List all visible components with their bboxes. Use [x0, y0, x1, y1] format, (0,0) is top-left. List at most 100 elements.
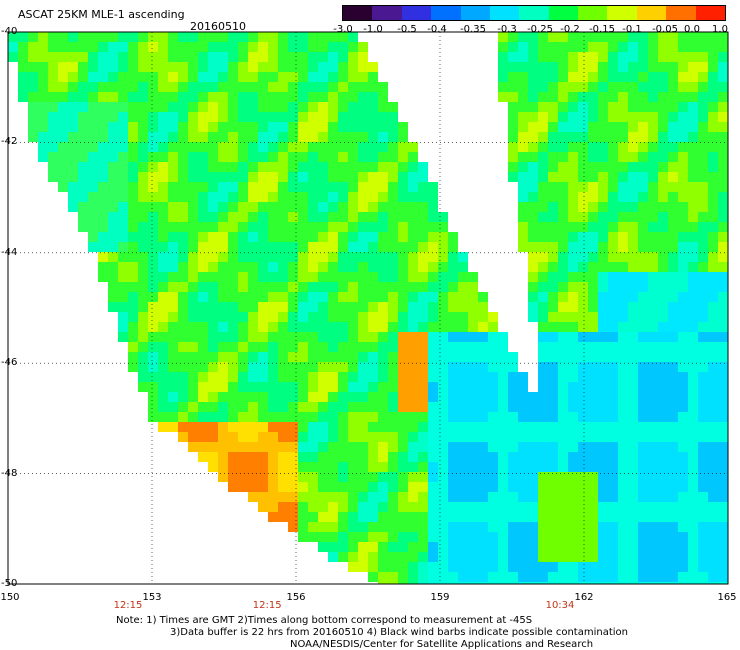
data-cell: [208, 52, 218, 62]
data-cell: [278, 512, 288, 522]
data-cell: [328, 382, 338, 392]
data-cell: [468, 402, 478, 412]
data-cell: [598, 92, 608, 102]
data-cell: [428, 192, 438, 202]
data-cell: [278, 292, 288, 302]
data-cell: [358, 562, 368, 572]
data-cell: [308, 152, 318, 162]
data-cell: [328, 282, 338, 292]
data-cell: [78, 142, 88, 152]
data-cell: [528, 162, 538, 172]
data-cell: [348, 62, 358, 72]
data-cell: [258, 262, 268, 272]
data-cell: [538, 492, 548, 502]
data-cell: [488, 542, 498, 552]
data-cell: [158, 192, 168, 202]
data-cell: [468, 392, 478, 402]
data-cell: [638, 262, 648, 272]
data-cell: [158, 312, 168, 322]
data-cell: [508, 172, 518, 182]
data-cell: [648, 132, 658, 142]
data-cell: [158, 342, 168, 352]
data-cell: [478, 492, 488, 502]
data-cell: [658, 372, 668, 382]
data-cell: [248, 292, 258, 302]
data-cell: [438, 302, 448, 312]
data-cell: [368, 452, 378, 462]
data-cell: [278, 472, 288, 482]
data-cell: [568, 182, 578, 192]
data-cell: [168, 72, 178, 82]
data-cell: [138, 162, 148, 172]
data-cell: [378, 442, 388, 452]
data-cell: [498, 442, 508, 452]
data-cell: [538, 522, 548, 532]
data-cell: [578, 192, 588, 202]
data-cell: [648, 182, 658, 192]
data-cell: [718, 32, 728, 42]
data-cell: [448, 252, 458, 262]
data-cell: [338, 452, 348, 462]
data-cell: [168, 402, 178, 412]
data-cell: [538, 362, 548, 372]
data-cell: [348, 362, 358, 372]
data-cell: [98, 62, 108, 72]
data-cell: [658, 122, 668, 132]
data-cell: [348, 262, 358, 272]
data-cell: [348, 372, 358, 382]
data-cell: [278, 182, 288, 192]
data-cell: [298, 122, 308, 132]
data-cell: [708, 432, 718, 442]
data-cell: [448, 412, 458, 422]
data-cell: [618, 392, 628, 402]
data-cell: [488, 422, 498, 432]
data-cell: [228, 142, 238, 152]
data-cell: [438, 212, 448, 222]
data-cell: [138, 142, 148, 152]
data-cell: [348, 522, 358, 532]
data-cell: [598, 412, 608, 422]
data-cell: [178, 132, 188, 142]
data-cell: [288, 192, 298, 202]
data-cell: [388, 212, 398, 222]
data-cell: [708, 82, 718, 92]
data-cell: [438, 332, 448, 342]
data-cell: [428, 342, 438, 352]
data-cell: [548, 42, 558, 52]
data-cell: [478, 552, 488, 562]
data-cell: [408, 542, 418, 552]
data-cell: [618, 402, 628, 412]
data-cell: [438, 442, 448, 452]
data-cell: [718, 532, 728, 542]
data-cell: [578, 502, 588, 512]
data-cell: [188, 352, 198, 362]
data-cell: [638, 122, 648, 132]
data-cell: [638, 372, 648, 382]
data-cell: [408, 392, 418, 402]
data-cell: [718, 232, 728, 242]
data-cell: [678, 102, 688, 112]
data-cell: [128, 292, 138, 302]
data-cell: [698, 352, 708, 362]
data-cell: [528, 202, 538, 212]
data-cell: [548, 552, 558, 562]
data-cell: [418, 332, 428, 342]
data-cell: [398, 222, 408, 232]
data-cell: [428, 262, 438, 272]
data-cell: [88, 102, 98, 112]
data-cell: [608, 512, 618, 522]
data-cell: [218, 312, 228, 322]
data-cell: [678, 562, 688, 572]
data-cell: [118, 32, 128, 42]
data-cell: [568, 512, 578, 522]
data-cell: [158, 52, 168, 62]
data-cell: [258, 452, 268, 462]
data-cell: [478, 362, 488, 372]
data-cell: [398, 272, 408, 282]
data-cell: [578, 462, 588, 472]
data-cell: [618, 62, 628, 72]
data-cell: [178, 52, 188, 62]
data-cell: [588, 432, 598, 442]
data-cell: [358, 192, 368, 202]
data-cell: [58, 32, 68, 42]
